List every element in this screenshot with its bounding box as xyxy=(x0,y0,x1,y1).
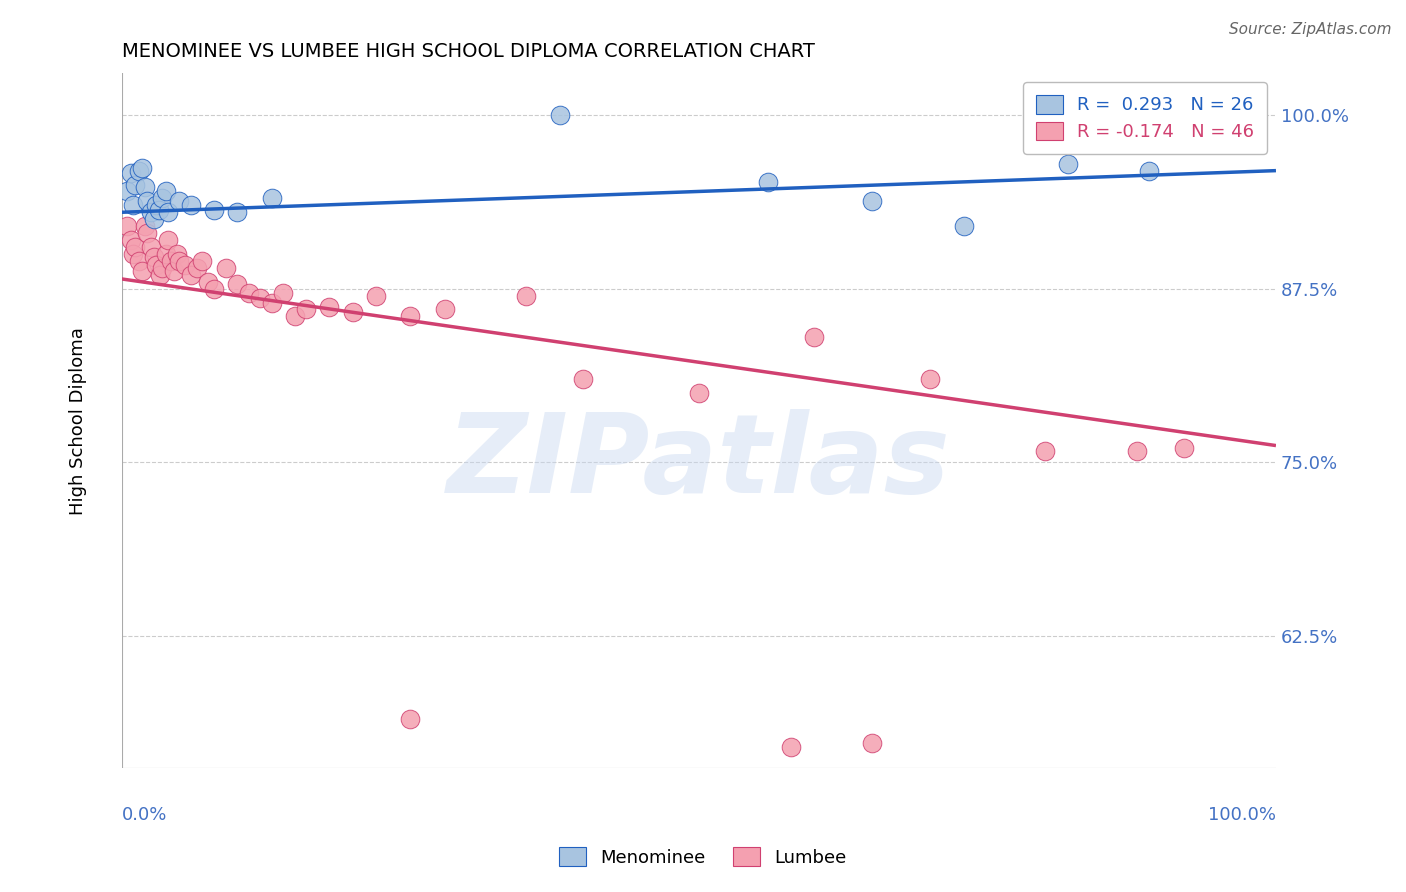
Point xyxy=(260,295,283,310)
Point xyxy=(318,300,340,314)
Point xyxy=(756,175,779,189)
Point xyxy=(260,191,283,205)
Point xyxy=(191,253,214,268)
Point xyxy=(128,163,150,178)
Point xyxy=(122,198,145,212)
Point xyxy=(139,205,162,219)
Point xyxy=(186,260,208,275)
Point xyxy=(515,288,537,302)
Point xyxy=(145,258,167,272)
Point xyxy=(860,194,883,209)
Point xyxy=(169,194,191,209)
Text: 100.0%: 100.0% xyxy=(1208,805,1277,824)
Text: Source: ZipAtlas.com: Source: ZipAtlas.com xyxy=(1229,22,1392,37)
Point xyxy=(399,712,422,726)
Point xyxy=(174,258,197,272)
Point xyxy=(136,194,159,209)
Point xyxy=(364,288,387,302)
Point xyxy=(160,253,183,268)
Point xyxy=(197,275,219,289)
Point xyxy=(1173,442,1195,456)
Point xyxy=(150,260,173,275)
Text: 0.0%: 0.0% xyxy=(122,805,167,824)
Point xyxy=(1137,163,1160,178)
Point xyxy=(214,260,236,275)
Point xyxy=(860,736,883,750)
Point xyxy=(271,285,294,300)
Point xyxy=(433,302,456,317)
Point xyxy=(1033,444,1056,458)
Point xyxy=(148,202,170,217)
Point xyxy=(128,253,150,268)
Point xyxy=(180,268,202,282)
Point xyxy=(284,310,307,324)
Point xyxy=(143,250,166,264)
Point xyxy=(202,282,225,296)
Point xyxy=(131,263,153,277)
Point xyxy=(226,205,249,219)
Point xyxy=(134,180,156,194)
Point xyxy=(155,185,177,199)
Point xyxy=(166,247,188,261)
Text: ZIPatlas: ZIPatlas xyxy=(447,409,950,516)
Point xyxy=(342,305,364,319)
Point xyxy=(139,240,162,254)
Legend: Menominee, Lumbee: Menominee, Lumbee xyxy=(553,840,853,874)
Point xyxy=(155,247,177,261)
Point xyxy=(688,385,710,400)
Point xyxy=(162,263,184,277)
Point xyxy=(803,330,825,344)
Point xyxy=(136,226,159,240)
Point xyxy=(780,739,803,754)
Point xyxy=(120,166,142,180)
Point xyxy=(124,240,146,254)
Legend: R =  0.293   N = 26, R = -0.174   N = 46: R = 0.293 N = 26, R = -0.174 N = 46 xyxy=(1024,82,1267,153)
Point xyxy=(134,219,156,234)
Point xyxy=(249,291,271,305)
Text: High School Diploma: High School Diploma xyxy=(69,326,87,515)
Point xyxy=(124,178,146,192)
Point xyxy=(131,161,153,175)
Point xyxy=(918,372,941,386)
Point xyxy=(150,191,173,205)
Point xyxy=(226,277,249,292)
Text: MENOMINEE VS LUMBEE HIGH SCHOOL DIPLOMA CORRELATION CHART: MENOMINEE VS LUMBEE HIGH SCHOOL DIPLOMA … xyxy=(122,42,814,61)
Point xyxy=(156,233,179,247)
Point xyxy=(1057,157,1080,171)
Point xyxy=(145,198,167,212)
Point xyxy=(143,212,166,227)
Point xyxy=(238,285,260,300)
Point xyxy=(399,310,422,324)
Point xyxy=(180,198,202,212)
Point xyxy=(122,247,145,261)
Point xyxy=(953,219,976,234)
Point xyxy=(1126,444,1149,458)
Point xyxy=(169,253,191,268)
Point xyxy=(156,205,179,219)
Point xyxy=(548,108,571,122)
Point xyxy=(120,233,142,247)
Point xyxy=(202,202,225,217)
Point xyxy=(117,219,139,234)
Point xyxy=(295,302,318,317)
Point xyxy=(117,185,139,199)
Point xyxy=(572,372,595,386)
Point xyxy=(149,268,172,282)
